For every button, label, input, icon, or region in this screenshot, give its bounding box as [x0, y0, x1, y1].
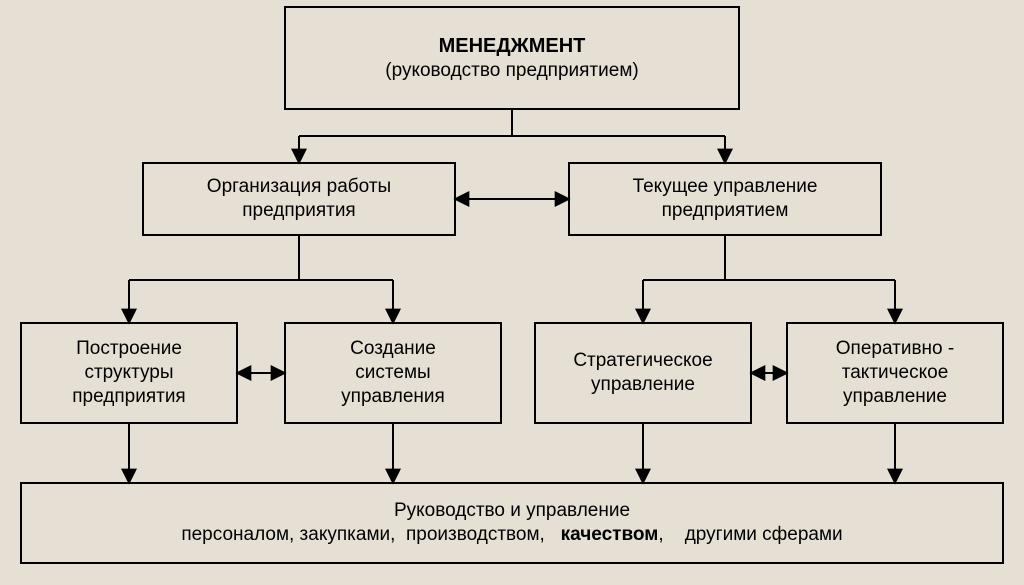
node-line: Руководство и управление	[394, 499, 630, 523]
node-line: Текущее управление	[633, 175, 818, 199]
diagram-canvas: МЕНЕДЖМЕНТ (руководство предприятием) Ор…	[0, 0, 1024, 585]
node-title: МЕНЕДЖМЕНТ	[439, 34, 586, 59]
node-line: управление	[591, 373, 695, 397]
node-line: структуры	[84, 361, 173, 385]
bottom-text-b: , другими сферами	[658, 524, 842, 545]
node-line: Организация работы	[207, 175, 391, 199]
node-line: Создание	[350, 337, 436, 361]
node-line: управление	[843, 385, 947, 409]
node-line: тактическое	[842, 361, 949, 385]
node-management-root: МЕНЕДЖМЕНТ (руководство предприятием)	[284, 6, 740, 110]
node-line: Построение	[76, 337, 182, 361]
node-line: Оперативно -	[836, 337, 954, 361]
node-structure: Построение структуры предприятия	[20, 322, 238, 424]
node-line: Стратегическое	[573, 349, 712, 373]
node-line2: персоналом, закупками, производством, ка…	[181, 523, 842, 547]
node-strategic: Стратегическое управление	[534, 322, 752, 424]
node-organization: Организация работы предприятия	[142, 162, 456, 236]
bottom-text-bold: качеством	[561, 524, 659, 545]
node-control-system: Создание системы управления	[284, 322, 502, 424]
bottom-text-a: персоналом, закупками, производством,	[181, 524, 560, 545]
node-line: предприятием	[662, 199, 789, 223]
node-subtitle: (руководство предприятием)	[385, 59, 638, 83]
node-line: предприятия	[72, 385, 185, 409]
node-bottom-management: Руководство и управление персоналом, зак…	[20, 482, 1004, 564]
node-current-management: Текущее управление предприятием	[568, 162, 882, 236]
node-operative: Оперативно - тактическое управление	[786, 322, 1004, 424]
node-line: системы	[355, 361, 430, 385]
node-line: управления	[341, 385, 445, 409]
node-line: предприятия	[242, 199, 355, 223]
